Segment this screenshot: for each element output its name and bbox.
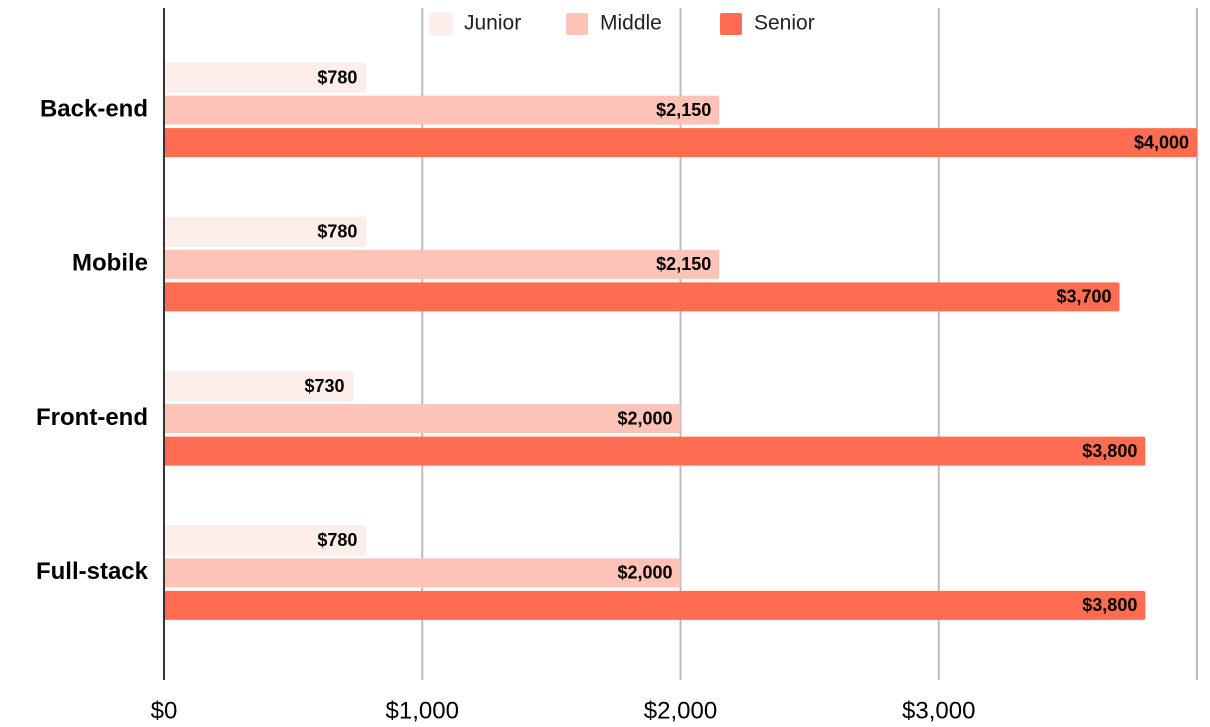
x-tick-label: $0 [151, 697, 178, 724]
category-label: Back-end [40, 95, 148, 122]
data-label: $4,000 [1134, 132, 1189, 152]
legend-label: Senior [754, 12, 815, 35]
data-label: $3,700 [1056, 287, 1111, 307]
legend-label: Junior [464, 12, 521, 35]
data-label: $3,800 [1082, 595, 1137, 615]
data-label: $3,800 [1082, 441, 1137, 461]
data-label: $780 [317, 67, 357, 87]
x-tick-label: $2,000 [644, 697, 717, 724]
bar [164, 95, 720, 125]
data-label: $2,150 [656, 100, 711, 120]
legend-swatch [720, 13, 742, 35]
bar [164, 558, 681, 588]
data-label: $2,000 [617, 408, 672, 428]
legend-swatch [566, 13, 588, 35]
data-label: $2,150 [656, 254, 711, 274]
bar [164, 590, 1146, 620]
bar [164, 282, 1120, 312]
data-label: $780 [317, 530, 357, 550]
bar [164, 128, 1197, 158]
bar [164, 249, 720, 279]
legend-label: Middle [600, 12, 662, 35]
x-tick-label: $3,000 [902, 697, 975, 724]
category-label: Full-stack [36, 558, 149, 585]
category-label: Front-end [36, 404, 148, 431]
bar [164, 436, 1146, 466]
data-label: $2,000 [617, 563, 672, 583]
bar [164, 404, 681, 434]
legend-swatch [429, 12, 453, 36]
category-label: Mobile [72, 250, 148, 277]
data-label: $730 [304, 376, 344, 396]
data-label: $780 [317, 222, 357, 242]
x-tick-label: $1,000 [386, 697, 459, 724]
